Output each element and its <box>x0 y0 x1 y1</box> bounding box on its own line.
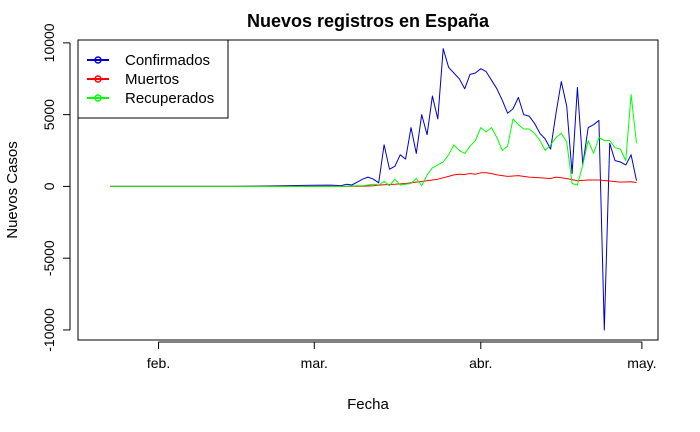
x-tick-label: may. <box>627 355 656 371</box>
x-tick-label: abr. <box>469 355 492 371</box>
series-group <box>110 48 637 331</box>
plot-frame <box>77 39 659 341</box>
chart-title: Nuevos registros en España <box>247 11 490 31</box>
y-tick-label: 10000 <box>41 23 57 62</box>
series-line-recuperados <box>110 94 637 187</box>
legend-label: Confirmados <box>125 52 210 69</box>
y-tick-label: 0 <box>41 182 57 190</box>
y-axis-label: Nuevos Casos <box>4 141 21 239</box>
y-axis: -10000 -5000 0 5000 10000 <box>41 23 71 352</box>
y-tick-label: -10000 <box>41 308 57 352</box>
x-tick-label: feb. <box>147 355 170 371</box>
legend-swatch-marker <box>94 56 102 64</box>
series-line-muertos <box>110 172 637 187</box>
legend-label: Recuperados <box>125 90 214 107</box>
legend-swatch-marker <box>94 75 102 83</box>
x-axis: feb. mar. abr. may. <box>147 341 657 371</box>
y-tick-label: 5000 <box>41 99 57 130</box>
legend-swatch-marker <box>94 94 102 102</box>
legend: Confirmados Muertos Recuperados <box>77 39 229 119</box>
y-tick-label: -5000 <box>41 240 57 276</box>
legend-label: Muertos <box>125 71 179 88</box>
x-tick-label: mar. <box>301 355 328 371</box>
x-axis-label: Fecha <box>347 396 389 413</box>
